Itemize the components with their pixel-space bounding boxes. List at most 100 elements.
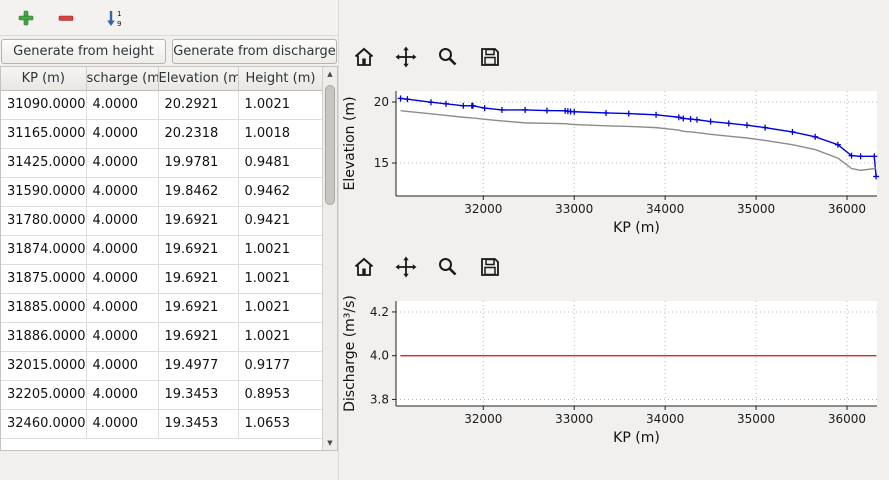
svg-text:32000: 32000	[464, 202, 502, 216]
table-cell[interactable]: 19.9781	[158, 148, 239, 178]
pan-button[interactable]	[393, 44, 419, 70]
table-cell[interactable]: 20.2921	[158, 90, 239, 120]
table-cell[interactable]: 4.0000	[86, 264, 159, 294]
home-icon	[354, 47, 374, 66]
table-cell[interactable]: 31875.0000	[1, 264, 87, 294]
table-cell[interactable]: 19.6921	[158, 206, 239, 236]
column-header-height[interactable]: Height (m)	[238, 67, 324, 91]
column-header-elevation[interactable]: Elevation (m)	[158, 67, 239, 91]
save-figure-button[interactable]	[477, 44, 503, 70]
svg-text:36000: 36000	[828, 412, 866, 426]
table-row[interactable]: 31885.0000 4.0000 19.6921 1.0021	[1, 293, 324, 323]
table-cell[interactable]: 31886.0000	[1, 322, 87, 352]
table-row[interactable]: 32015.0000 4.0000 19.4977 0.9177	[1, 351, 324, 381]
svg-text:Discharge (m³/s): Discharge (m³/s)	[342, 295, 358, 412]
table-cell[interactable]: 1.0018	[238, 119, 324, 149]
home-view-button[interactable]	[351, 254, 377, 280]
table-cell[interactable]: 19.8462	[158, 177, 239, 207]
table-cell[interactable]: 19.6921	[158, 322, 239, 352]
svg-text:20: 20	[374, 95, 389, 109]
generate-from-height-button[interactable]: Generate from height	[1, 39, 166, 64]
pan-arrows-icon	[395, 256, 417, 278]
table-cell[interactable]: 0.9462	[238, 177, 324, 207]
table-cell[interactable]: 1.0021	[238, 235, 324, 265]
table-cell[interactable]: 31885.0000	[1, 293, 87, 323]
generate-from-discharge-button[interactable]: Generate from discharge	[172, 39, 337, 64]
svg-text:34000: 34000	[646, 412, 684, 426]
table-cell[interactable]: 4.0000	[86, 177, 159, 207]
svg-text:33000: 33000	[555, 412, 593, 426]
table-cell[interactable]: 31165.0000	[1, 119, 87, 149]
table-row[interactable]: 31780.0000 4.0000 19.6921 0.9421	[1, 206, 324, 236]
table-cell[interactable]: 19.6921	[158, 235, 239, 265]
table-row[interactable]: 32205.0000 4.0000 19.3453 0.8953	[1, 380, 324, 410]
remove-row-button[interactable]	[52, 4, 80, 32]
table-cell[interactable]: 4.0000	[86, 235, 159, 265]
pan-button[interactable]	[393, 254, 419, 280]
table-cell[interactable]: 0.8953	[238, 380, 324, 410]
table-cell[interactable]: 19.3453	[158, 409, 239, 439]
table-cell[interactable]: 0.9481	[238, 148, 324, 178]
table-cell[interactable]: 4.0000	[86, 206, 159, 236]
table-row[interactable]: 31886.0000 4.0000 19.6921 1.0021	[1, 322, 324, 352]
table-cell[interactable]: 19.4977	[158, 351, 239, 381]
zoom-button[interactable]	[435, 44, 461, 70]
zoom-button[interactable]	[435, 254, 461, 280]
svg-text:1: 1	[117, 10, 121, 18]
table-cell[interactable]: 1.0653	[238, 409, 324, 439]
table-row[interactable]: 31590.0000 4.0000 19.8462 0.9462	[1, 177, 324, 207]
table-cell[interactable]: 4.0000	[86, 351, 159, 381]
column-header-kp[interactable]: KP (m)	[1, 67, 87, 91]
grid-lines	[396, 91, 877, 196]
table-row[interactable]: 31090.0000 4.0000 20.2921 1.0021	[1, 90, 324, 120]
table-cell[interactable]: 4.0000	[86, 293, 159, 323]
svg-text:35000: 35000	[737, 412, 775, 426]
magnifier-icon	[439, 48, 457, 66]
table-cell[interactable]: 0.9177	[238, 351, 324, 381]
table-cell[interactable]: 31590.0000	[1, 177, 87, 207]
table-cell[interactable]: 31874.0000	[1, 235, 87, 265]
scroll-up-arrow[interactable]: ▲	[327, 70, 333, 78]
elevation-plot[interactable]: 32000 33000 34000 35000 36000 15 20 KP (m) Eleva…	[341, 84, 886, 236]
table-row[interactable]: 31875.0000 4.0000 19.6921 1.0021	[1, 264, 324, 294]
table-cell[interactable]: 4.0000	[86, 409, 159, 439]
table-cell[interactable]: 4.0000	[86, 380, 159, 410]
table-row[interactable]: 31425.0000 4.0000 19.9781 0.9481	[1, 148, 324, 178]
svg-text:3.8: 3.8	[370, 392, 389, 406]
table-cell[interactable]: 32015.0000	[1, 351, 87, 381]
scroll-down-arrow[interactable]: ▼	[327, 439, 333, 447]
table-cell[interactable]: 1.0021	[238, 293, 324, 323]
table-row[interactable]: 31165.0000 4.0000 20.2318 1.0018	[1, 119, 324, 149]
scrollbar-thumb[interactable]	[325, 85, 335, 205]
table-cell[interactable]: 31090.0000	[1, 90, 87, 120]
table-cell[interactable]: 20.2318	[158, 119, 239, 149]
svg-text:32000: 32000	[464, 412, 502, 426]
table-cell[interactable]: 19.6921	[158, 264, 239, 294]
series-0	[397, 95, 880, 180]
table-row[interactable]: 32460.0000 4.0000 19.3453 1.0653	[1, 409, 324, 439]
add-row-button[interactable]	[12, 4, 40, 32]
table-cell[interactable]: 1.0021	[238, 90, 324, 120]
table-cell[interactable]: 32205.0000	[1, 380, 87, 410]
table-scrollbar[interactable]: ▲ ▼	[322, 67, 337, 450]
table-cell[interactable]: 31425.0000	[1, 148, 87, 178]
table-cell[interactable]: 19.3453	[158, 380, 239, 410]
table-cell[interactable]: 32460.0000	[1, 409, 87, 439]
home-view-button[interactable]	[351, 44, 377, 70]
table-cell[interactable]: 31780.0000	[1, 206, 87, 236]
table-cell[interactable]: 0.9421	[238, 206, 324, 236]
table-cell[interactable]: 4.0000	[86, 322, 159, 352]
sort-rows-button[interactable]: 1 9	[100, 4, 128, 32]
table-cell[interactable]: 4.0000	[86, 90, 159, 120]
table-row[interactable]: 31874.0000 4.0000 19.6921 1.0021	[1, 235, 324, 265]
save-icon	[481, 258, 499, 276]
table-cell[interactable]: 4.0000	[86, 119, 159, 149]
table-cell[interactable]: 19.6921	[158, 293, 239, 323]
column-header-discharge[interactable]: scharge (m³	[86, 67, 159, 91]
table-cell[interactable]: 1.0021	[238, 264, 324, 294]
table-cell[interactable]: 4.0000	[86, 148, 159, 178]
save-figure-button[interactable]	[477, 254, 503, 280]
table-cell[interactable]: 1.0021	[238, 322, 324, 352]
minus-icon	[58, 15, 74, 21]
